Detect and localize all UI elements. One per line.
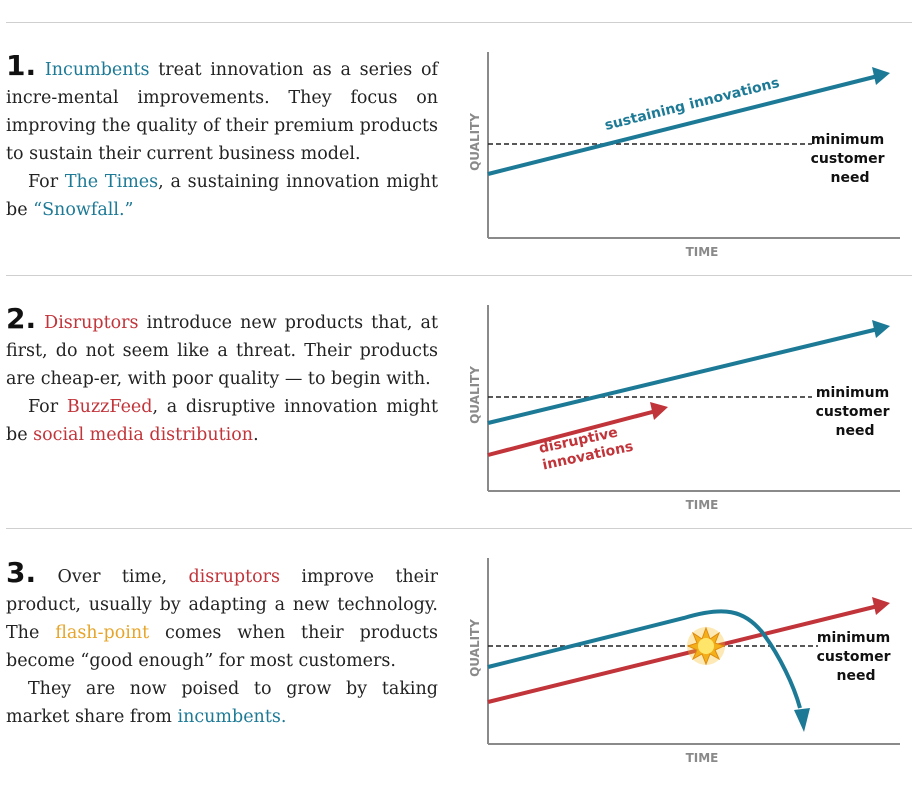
panel-2-paragraph-2: For BuzzFeed, a disruptive innovation mi… — [6, 397, 438, 445]
panel-3-paragraph-2: They are now poised to grow by taking ma… — [6, 679, 438, 727]
sustaining-line — [487, 74, 879, 176]
panel-1-paragraph-1: 1. Incumbents treat innovation as a seri… — [6, 49, 438, 165]
sustaining-arrowhead — [872, 67, 890, 85]
chart-3: QUALITY TIME minimum customer need — [468, 558, 900, 765]
y-axis-label: QUALITY — [468, 619, 482, 677]
panel-1-number: 1. — [6, 49, 37, 82]
sustaining-arrowhead — [872, 320, 890, 338]
y-axis-label: QUALITY — [468, 113, 482, 171]
x-axis-label: TIME — [686, 751, 719, 765]
x-axis-label: TIME — [686, 498, 719, 512]
chart-2: QUALITY TIME minimum customer need disru… — [468, 305, 900, 512]
chart-1: QUALITY TIME minimum customer need susta… — [468, 52, 900, 259]
buzzfeed-term: BuzzFeed — [66, 397, 153, 417]
x-axis-label: TIME — [686, 245, 719, 259]
incumbent-down-arrowhead — [794, 708, 810, 732]
minimum-need-label: minimum customer need — [817, 630, 896, 684]
sustaining-label: sustaining innovations — [603, 75, 781, 134]
divider-1 — [6, 275, 912, 276]
social-media-term: social media distribution — [33, 425, 254, 445]
minimum-need-label: minimum customer need — [816, 385, 895, 439]
incumbent-curve — [487, 609, 802, 709]
incumbents-term: incumbents. — [177, 707, 287, 727]
y-axis-label: QUALITY — [468, 366, 482, 424]
panel-2-paragraph-1: 2. Disruptors introduce new products tha… — [6, 302, 438, 390]
flashpoint-term: flash-point — [55, 623, 150, 643]
disruptive-line — [487, 409, 657, 457]
panel-2-number: 2. — [6, 302, 37, 335]
disruptive-arrowhead — [650, 402, 668, 420]
flashpoint-starburst-icon — [686, 626, 726, 666]
disruptors-term: disruptors — [188, 567, 280, 587]
disruptors-term: Disruptors — [44, 313, 139, 333]
snowfall-term: “Snowfall.” — [33, 200, 134, 220]
disruptive-arrowhead — [872, 597, 890, 615]
panel-1-paragraph-2: For The Times, a sustaining innovation m… — [6, 172, 438, 220]
incumbents-term: Incumbents — [44, 60, 150, 80]
sustaining-line — [487, 327, 879, 425]
divider-2 — [6, 528, 912, 529]
panel-1-text: 1. Incumbents treat innovation as a seri… — [6, 52, 438, 224]
minimum-need-label: minimum customer need — [811, 132, 890, 186]
top-divider — [6, 22, 912, 23]
panel-3-paragraph-1: 3. Over time, disruptors improve their p… — [6, 556, 438, 672]
panel-3-number: 3. — [6, 556, 37, 589]
panel-3-text: 3. Over time, disruptors improve their p… — [6, 559, 438, 731]
disruptive-line — [487, 604, 879, 704]
panel-2-text: 2. Disruptors introduce new products tha… — [6, 305, 438, 449]
the-times-term: The Times — [64, 172, 159, 192]
